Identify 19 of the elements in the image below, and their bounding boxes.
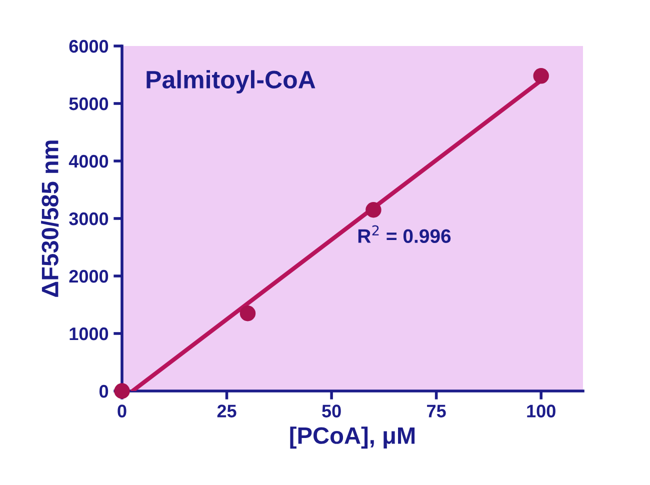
x-tick-label: 75 (427, 404, 446, 418)
y-tick-label: 2000 (69, 270, 108, 283)
x-axis-title: [PCoA], μM (290, 426, 415, 449)
y-tick-label: 6000 (69, 40, 108, 53)
y-tick-label: 1000 (70, 327, 108, 340)
x-tick-label: 25 (217, 404, 236, 418)
y-tick-label: 0 (99, 384, 108, 398)
annotation: R$^{2}$ = 0.996 (358, 225, 451, 243)
y-tick-label: 3000 (69, 212, 108, 226)
x-tick-label: 0 (118, 404, 126, 418)
y-tick-label: 4000 (68, 154, 108, 168)
x-tick-label: 50 (322, 404, 341, 418)
point (240, 306, 256, 322)
point (533, 68, 549, 84)
annotation: Palmitoyl-CoA (146, 70, 316, 94)
y-axis-title: ΔF530/585 nm (41, 140, 59, 297)
point (366, 202, 382, 218)
x-tick-label: 100 (527, 404, 556, 418)
y-tick-label: 5000 (69, 97, 108, 110)
